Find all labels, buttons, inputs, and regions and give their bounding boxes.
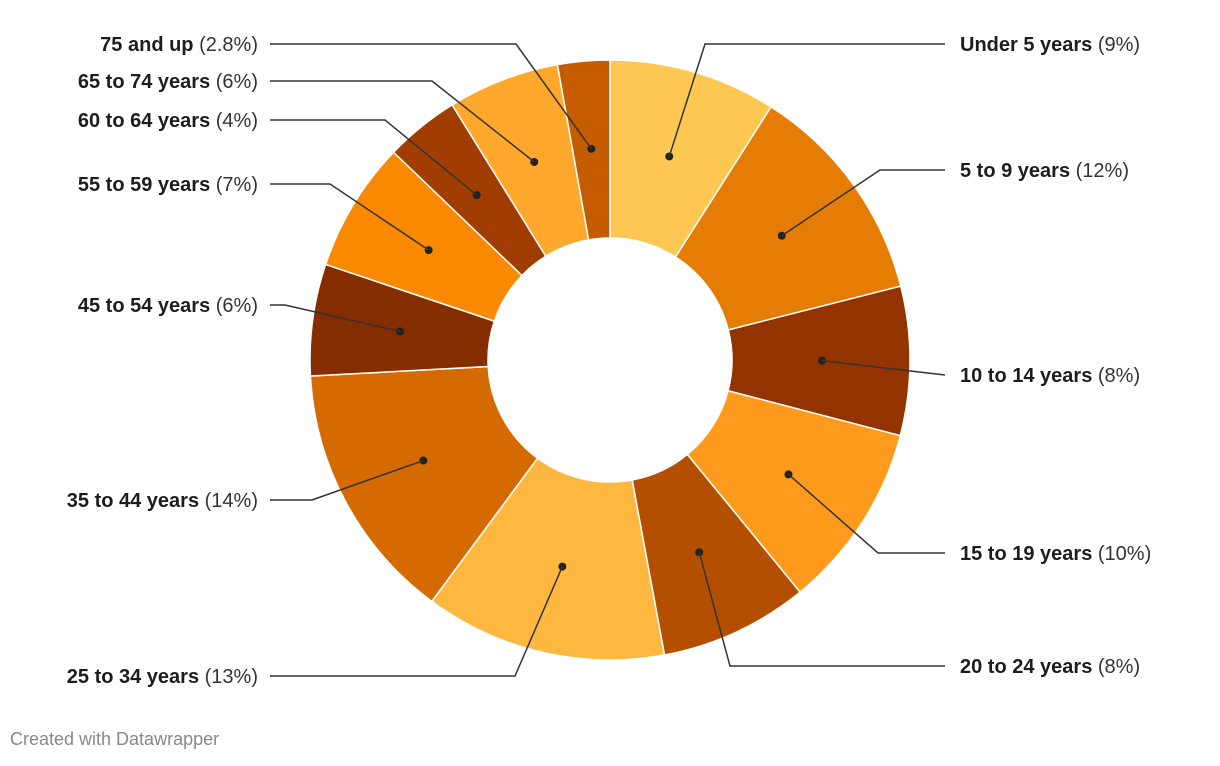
slice-label: 60 to 64 years (4%) xyxy=(78,110,258,132)
slice-label-percent: (7%) xyxy=(210,174,258,196)
slice-label: 20 to 24 years (8%) xyxy=(960,656,1140,678)
chart-leader-lines xyxy=(270,43,946,677)
leader-line xyxy=(270,80,535,163)
leader-line xyxy=(270,183,430,251)
slice-label: 75 and up (2.8%) xyxy=(100,34,258,56)
slice-label: Under 5 years (9%) xyxy=(960,34,1140,56)
slice-label-percent: (4%) xyxy=(210,110,258,132)
slice-label-percent: (8%) xyxy=(1092,656,1140,678)
leader-line xyxy=(270,304,401,333)
slice-label-name: 60 to 64 years xyxy=(78,110,210,132)
slice-label-name: 20 to 24 years xyxy=(960,656,1092,678)
slice-label: 10 to 14 years (8%) xyxy=(960,365,1140,387)
slice-label-percent: (8%) xyxy=(1092,365,1140,387)
slice-35-to-44-years xyxy=(309,365,539,603)
slice-label-percent: (14%) xyxy=(199,490,258,512)
slice-label: 35 to 44 years (14%) xyxy=(67,490,258,512)
leader-line xyxy=(270,459,424,501)
slice-label-name: Under 5 years xyxy=(960,34,1092,56)
slice-label-percent: (13%) xyxy=(199,666,258,688)
slice-label-name: 75 and up xyxy=(100,34,193,56)
slice-75-and-up xyxy=(556,59,611,241)
slice-label-name: 25 to 34 years xyxy=(67,666,199,688)
slice-label: 55 to 59 years (7%) xyxy=(78,174,258,196)
leader-line xyxy=(668,43,945,157)
leader-line xyxy=(821,359,946,376)
slice-label-name: 10 to 14 years xyxy=(960,365,1092,387)
slice-label-name: 45 to 54 years xyxy=(78,295,210,317)
slice-label: 25 to 34 years (13%) xyxy=(67,666,258,688)
leader-line xyxy=(788,473,945,554)
slice-label-name: 15 to 19 years xyxy=(960,543,1092,565)
slice-label-name: 5 to 9 years xyxy=(960,160,1070,182)
slice-label-name: 55 to 59 years xyxy=(78,174,210,196)
slice-label-percent: (2.8%) xyxy=(194,34,258,56)
leader-line xyxy=(270,566,564,677)
chart-labels: Under 5 years (9%) 5 to 9 years (12%) 10 t… xyxy=(67,34,1151,688)
slice-label: 15 to 19 years (10%) xyxy=(960,543,1151,565)
slice-label-percent: (6%) xyxy=(210,295,258,317)
slice-label-name: 65 to 74 years xyxy=(78,71,210,93)
slice-label: 45 to 54 years (6%) xyxy=(78,295,258,317)
slice-label-percent: (6%) xyxy=(210,71,258,93)
slice-label: 65 to 74 years (6%) xyxy=(78,71,258,93)
leader-line xyxy=(270,43,592,150)
slice-label-percent: (12%) xyxy=(1070,160,1129,182)
slice-25-to-34-years xyxy=(430,457,666,661)
slice-5-to-9-years xyxy=(674,105,902,331)
slice-label-name: 35 to 44 years xyxy=(67,490,199,512)
datawrapper-credit: Created with Datawrapper xyxy=(10,729,220,749)
slice-label: 5 to 9 years (12%) xyxy=(960,160,1129,182)
slice-label-percent: (9%) xyxy=(1092,34,1140,56)
slice-label-percent: (10%) xyxy=(1092,543,1151,565)
slice-15-to-19-years xyxy=(686,389,902,594)
leader-line xyxy=(781,169,945,237)
leader-line xyxy=(698,552,945,667)
leader-line xyxy=(270,119,478,196)
